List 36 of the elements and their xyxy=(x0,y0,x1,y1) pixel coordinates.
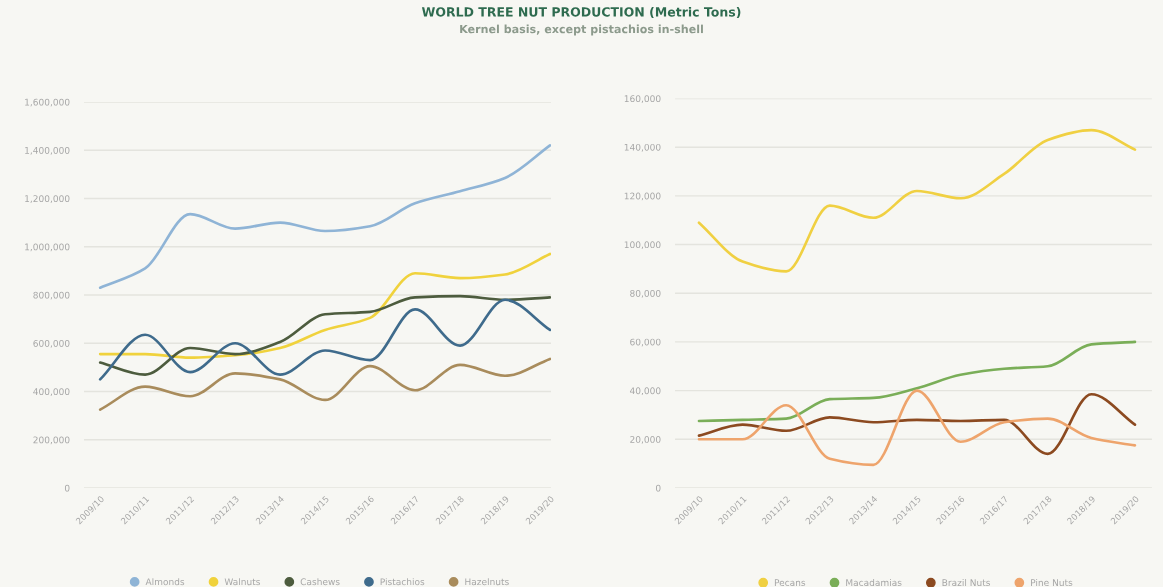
y-tick-label: 0 xyxy=(64,484,70,492)
y-tick-label: 600,000 xyxy=(33,339,70,348)
y-tick-label: 60,000 xyxy=(630,338,661,347)
y-tick-label: 100,000 xyxy=(624,241,661,250)
legend-label: Cashews xyxy=(300,578,340,586)
y-tick-label: 200,000 xyxy=(33,436,70,445)
legend-label: Pistachios xyxy=(380,578,425,586)
y-tick-label: 1,200,000 xyxy=(25,195,70,203)
legend-label: Brazil Nuts xyxy=(942,579,991,587)
y-tick-label: 20,000 xyxy=(630,436,661,444)
legend-label: Pine Nuts xyxy=(1031,579,1073,587)
y-tick-label: 40,000 xyxy=(629,387,661,396)
legend-label: Macadamias xyxy=(846,579,902,587)
text: Kernel basis, except pistachios in-shell xyxy=(460,24,703,36)
legend-label: Walnuts xyxy=(224,578,260,586)
y-tick-label: 1,600,000 xyxy=(25,98,70,107)
line-series xyxy=(98,252,551,360)
legend-label: Almonds xyxy=(145,578,185,586)
line-series xyxy=(697,128,1137,273)
line-series xyxy=(98,357,551,411)
y-tick-label: 120,000 xyxy=(624,192,661,201)
line-series xyxy=(697,340,1137,423)
legend-label: Hazelnuts xyxy=(465,578,509,586)
y-tick-label: 140,000 xyxy=(624,143,661,152)
y-tick-label: 1,400,000 xyxy=(25,146,70,155)
legend-label: Pecans xyxy=(774,579,806,587)
y-tick-label: 400,000 xyxy=(33,388,70,396)
y-tick-label: 800,000 xyxy=(33,291,70,300)
line-series xyxy=(98,144,551,290)
y-tick-label: 160,000 xyxy=(624,95,661,103)
text: WORLD TREE NUT PRODUCTION (Metric Tons) xyxy=(421,6,741,19)
y-tick-label: 1,000,000 xyxy=(25,243,70,252)
line-series xyxy=(697,392,1137,456)
y-tick-label: 80,000 xyxy=(630,289,661,298)
y-tick-label: 0 xyxy=(655,484,661,492)
line-series xyxy=(697,389,1137,467)
